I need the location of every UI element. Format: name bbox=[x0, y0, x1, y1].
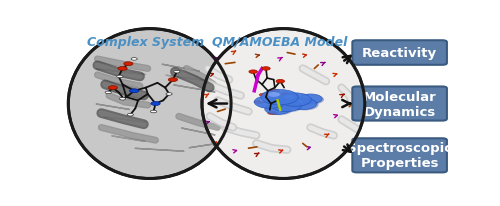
Circle shape bbox=[280, 94, 313, 108]
Ellipse shape bbox=[202, 29, 365, 179]
FancyArrowPatch shape bbox=[96, 104, 130, 110]
FancyArrowPatch shape bbox=[135, 149, 184, 151]
Text: Molecular
Dynamics: Molecular Dynamics bbox=[363, 90, 436, 118]
Circle shape bbox=[289, 99, 316, 110]
Circle shape bbox=[294, 101, 303, 104]
FancyArrowPatch shape bbox=[182, 128, 215, 135]
Ellipse shape bbox=[270, 90, 280, 93]
FancyArrowPatch shape bbox=[174, 85, 215, 92]
FancyArrowPatch shape bbox=[104, 81, 138, 88]
Circle shape bbox=[276, 80, 284, 84]
Circle shape bbox=[254, 96, 286, 109]
Circle shape bbox=[268, 92, 280, 97]
Circle shape bbox=[278, 93, 312, 107]
Circle shape bbox=[266, 105, 292, 116]
Circle shape bbox=[120, 98, 126, 101]
FancyArrowPatch shape bbox=[112, 136, 145, 142]
FancyArrowPatch shape bbox=[166, 76, 207, 81]
Circle shape bbox=[299, 95, 322, 104]
Circle shape bbox=[249, 71, 258, 74]
Circle shape bbox=[301, 95, 324, 105]
Circle shape bbox=[272, 100, 301, 112]
Circle shape bbox=[290, 99, 318, 111]
FancyBboxPatch shape bbox=[352, 41, 447, 66]
Ellipse shape bbox=[259, 94, 272, 97]
Circle shape bbox=[131, 58, 138, 61]
Circle shape bbox=[168, 78, 177, 82]
Circle shape bbox=[130, 89, 139, 93]
Circle shape bbox=[150, 111, 156, 113]
Circle shape bbox=[263, 91, 300, 106]
Ellipse shape bbox=[68, 29, 231, 179]
Circle shape bbox=[151, 102, 160, 106]
Circle shape bbox=[108, 86, 118, 90]
Circle shape bbox=[274, 101, 303, 113]
Circle shape bbox=[256, 97, 287, 110]
Circle shape bbox=[127, 114, 134, 116]
Text: QM/AMOEBA Model: QM/AMOEBA Model bbox=[212, 36, 347, 49]
Circle shape bbox=[124, 62, 133, 66]
Circle shape bbox=[304, 96, 310, 99]
Circle shape bbox=[118, 67, 127, 71]
Circle shape bbox=[262, 67, 270, 71]
Circle shape bbox=[174, 71, 180, 74]
Ellipse shape bbox=[268, 112, 278, 115]
Circle shape bbox=[261, 90, 298, 105]
Ellipse shape bbox=[281, 93, 289, 96]
Circle shape bbox=[278, 102, 287, 106]
Text: Spectroscopic
Properties: Spectroscopic Properties bbox=[347, 142, 452, 170]
FancyBboxPatch shape bbox=[352, 87, 447, 121]
Circle shape bbox=[260, 98, 270, 102]
FancyArrowPatch shape bbox=[162, 65, 200, 72]
Text: Reactivity: Reactivity bbox=[362, 47, 437, 60]
FancyBboxPatch shape bbox=[352, 139, 447, 173]
Circle shape bbox=[126, 63, 132, 66]
Text: Complex System: Complex System bbox=[88, 36, 204, 49]
Circle shape bbox=[117, 76, 123, 78]
Circle shape bbox=[105, 92, 112, 94]
FancyArrowPatch shape bbox=[96, 69, 145, 75]
Circle shape bbox=[285, 96, 296, 100]
Circle shape bbox=[265, 104, 290, 115]
Circle shape bbox=[166, 93, 172, 96]
FancyArrowPatch shape bbox=[104, 117, 145, 123]
Ellipse shape bbox=[254, 101, 265, 104]
FancyArrowPatch shape bbox=[189, 144, 215, 148]
Circle shape bbox=[270, 106, 278, 109]
FancyArrowPatch shape bbox=[112, 92, 149, 97]
